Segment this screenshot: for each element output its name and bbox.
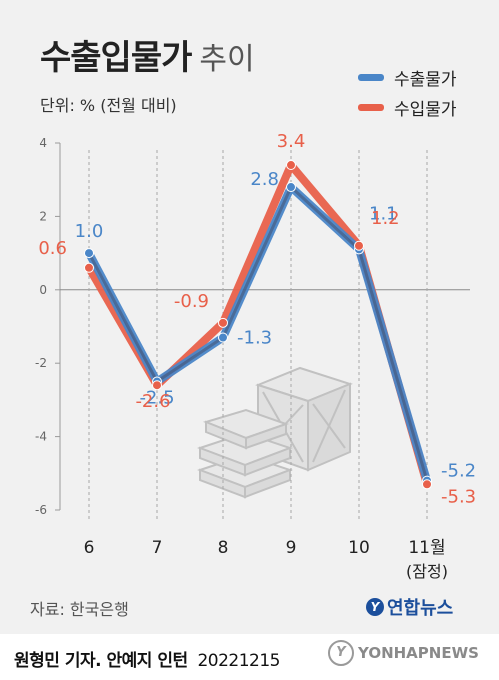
legend-swatch-import: [358, 103, 384, 111]
trade-illustration: [197, 366, 353, 499]
title-sub: 추이: [199, 42, 255, 77]
import-data-point: [354, 240, 364, 251]
source-note: 자료: 한국은행: [30, 600, 129, 619]
legend-item-import: 수입물가: [358, 92, 457, 122]
x-tick-sublabel: (잠정): [406, 562, 448, 581]
crate-illustration: [255, 366, 353, 472]
infographic-card: [0, 0, 499, 634]
export-data-label: 1.1: [369, 203, 398, 224]
import-data-label: 1.2: [371, 208, 400, 229]
export-data-label: -5.2: [441, 461, 476, 482]
import-data-label: 0.6: [38, 238, 67, 259]
export-data-point: [286, 182, 296, 193]
import-data-label: -2.6: [135, 391, 170, 412]
watermark: Y YONHAPNEWS: [328, 640, 479, 666]
import-data-label: 3.4: [277, 131, 306, 152]
x-tick-label: 10: [348, 538, 370, 558]
export-data-label: -1.3: [237, 328, 272, 349]
chart-points: [84, 160, 432, 490]
import-data-label: -0.9: [174, 291, 209, 312]
export-data-point: [218, 332, 228, 343]
chart-data-labels: 1.0 -2.5 -1.3 2.8 1.1 -5.2 0.6 -2.6 -0.9 3.4 1.2 -5…: [38, 131, 476, 507]
series-overlap-shade: [87, 185, 429, 482]
legend-item-export: 수출물가: [358, 62, 457, 92]
chart-guides: [88, 150, 428, 520]
y-tick-label: 4: [39, 136, 47, 150]
line-chart: 4 2 0 -2 -4 -6 1.0 -2.5 -1.3 2.8 1.1 -5.2 0.6 -2.6 -0…: [35, 131, 476, 581]
yonhap-logo-text: 연합뉴스: [387, 598, 454, 619]
import-data-label: -5.3: [441, 486, 476, 507]
credit-date: 20221215: [197, 651, 280, 671]
import-data-point: [422, 479, 432, 490]
export-data-label: -2.5: [139, 388, 174, 409]
x-tick-label: 7: [152, 538, 163, 558]
x-tick-label: 6: [84, 538, 95, 558]
y-tick-label: -2: [35, 356, 47, 370]
legend-label-export: 수출물가: [394, 69, 457, 90]
money-stack-illustration: [197, 408, 293, 499]
import-data-point: [218, 317, 228, 328]
export-series-line: [85, 183, 431, 485]
legend: 수출물가 수입물가: [358, 62, 457, 122]
chart-x-labels: 6 7 8 9 10 11월 (잠정): [84, 538, 448, 581]
x-tick-label: 11월: [408, 538, 445, 558]
export-data-label: 2.8: [250, 169, 279, 190]
chart-axes: 4 2 0 -2 -4 -6: [35, 136, 470, 517]
unit-label: 단위: % (전월 대비): [40, 96, 177, 115]
x-tick-label: 9: [286, 538, 297, 558]
export-data-label: 1.0: [75, 221, 104, 242]
import-data-point: [84, 262, 94, 273]
export-data-point: [84, 248, 94, 259]
legend-label-import: 수입물가: [394, 99, 457, 120]
yonhap-logo-icon: Y: [366, 598, 384, 616]
legend-swatch-export: [358, 73, 384, 81]
import-data-point: [152, 380, 162, 391]
chart-title: 수출입물가 추이: [40, 30, 255, 79]
title-main: 수출입물가: [40, 38, 192, 78]
x-tick-label: 8: [218, 538, 229, 558]
credit-line: 원형민 기자. 안예지 인턴 20221215: [14, 646, 280, 671]
watermark-icon: Y: [328, 640, 354, 666]
y-tick-label: -6: [35, 503, 47, 517]
yonhap-logo: Y 연합뉴스: [366, 594, 453, 620]
import-data-point: [286, 160, 296, 171]
y-tick-label: 2: [39, 209, 47, 223]
y-tick-label: 0: [39, 283, 47, 297]
watermark-text: YONHAPNEWS: [358, 644, 479, 662]
credit-name: 원형민 기자. 안예지 인턴: [14, 651, 188, 671]
y-tick-label: -4: [35, 430, 47, 444]
chart-lines: [85, 161, 431, 489]
